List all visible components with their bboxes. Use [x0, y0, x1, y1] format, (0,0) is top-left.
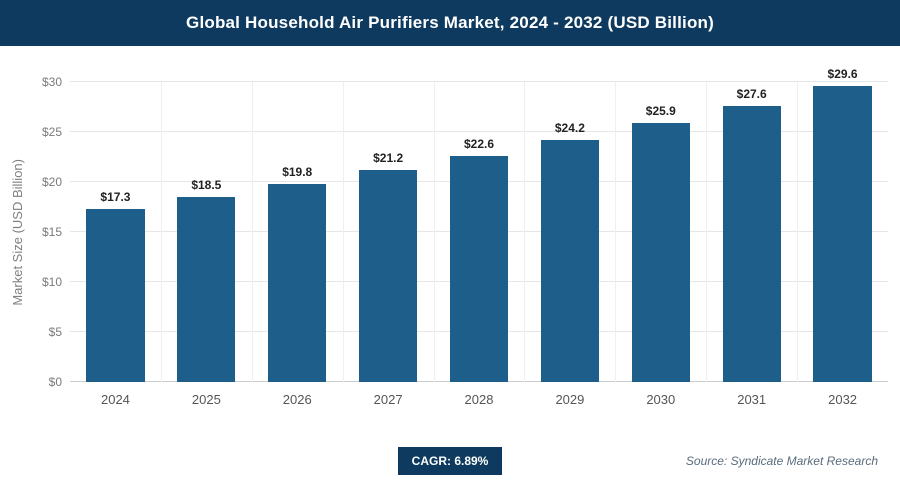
bar-2032: $29.6 — [813, 67, 872, 382]
x-axis-label: 2032 — [828, 392, 858, 407]
bar-2028: $22.6 — [449, 137, 509, 382]
bar-slot: $18.5 — [161, 82, 252, 382]
bar-2024: $17.3 — [86, 190, 145, 382]
x-axis-label: 2027 — [373, 392, 403, 407]
bar-slot: $25.9 — [615, 82, 706, 382]
bar-value-label: $17.3 — [100, 190, 131, 204]
bar-value-label: $22.6 — [463, 137, 495, 151]
y-axis-title: Market Size (USD Billion) — [9, 158, 25, 306]
bar-value-label: $29.6 — [827, 67, 858, 81]
x-axis-label: 2028 — [464, 392, 494, 407]
chart-footer: CAGR: 6.89% Source: Syndicate Market Res… — [0, 447, 900, 475]
chart-title-bar: Global Household Air Purifiers Market, 2… — [0, 0, 900, 46]
chart-area: Market Size (USD Billion) $0 $5 $10 $15 $20 $… — [0, 46, 900, 407]
x-axis: 2024 2025 2026 2027 2028 2029 2030 2031 2032 — [70, 392, 888, 407]
gridline — [70, 131, 888, 132]
bar-slot: $21.2 — [343, 82, 434, 382]
bars-layer: $17.3 $18.5 $19.8 $21.2 $22.6 $24.2 $25.9 $27.6… — [70, 67, 888, 382]
bar-2031: $27.6 — [722, 87, 781, 382]
chart-title: Global Household Air Purifiers Market, 2… — [186, 13, 714, 32]
bar-slot: $27.6 — [706, 82, 797, 382]
y-axis-tick-label: $20 — [41, 175, 62, 190]
bar-slot: $24.2 — [524, 82, 615, 382]
bar-value-label: $19.8 — [282, 165, 313, 179]
x-axis-label: 2024 — [100, 392, 130, 407]
bar-value-label: $21.2 — [373, 151, 404, 165]
x-axis-label: 2025 — [191, 392, 221, 407]
bar-slot: $29.6 — [797, 67, 888, 382]
y-axis-tick-label: $15 — [41, 225, 62, 239]
bar-value-label: $25.9 — [645, 104, 676, 118]
bar-value-label: $24.2 — [554, 121, 585, 135]
bar-2030: $25.9 — [631, 104, 690, 382]
bar-slot: $17.3 — [70, 82, 161, 382]
vertical-gridline — [433, 82, 435, 382]
vertical-gridline — [706, 82, 708, 382]
y-axis: $0 $5 $10 $15 $20 $25 $30 — [28, 75, 70, 389]
vertical-gridline — [251, 82, 253, 382]
y-axis-tick-label: $5 — [48, 325, 62, 340]
bar-value-label: $18.5 — [191, 178, 222, 192]
gridline — [70, 81, 888, 82]
y-axis-tick-label: $10 — [41, 275, 62, 290]
plot-column: $17.3 $18.5 $19.8 $21.2 $22.6 $24.2 $25.9 $27.6… — [70, 67, 888, 407]
x-axis-label: 2031 — [737, 392, 767, 407]
bar-2026: $19.8 — [268, 165, 327, 382]
bar-2025: $18.5 — [177, 178, 236, 382]
vertical-gridline — [160, 82, 162, 382]
x-axis-label: 2030 — [646, 392, 676, 407]
x-axis-label: 2029 — [555, 392, 585, 407]
y-axis-tick-label: $25 — [41, 125, 62, 139]
cagr-badge: CAGR: 6.89% — [397, 447, 503, 475]
plot-area: $17.3 $18.5 $19.8 $21.2 $22.6 $24.2 $25.9 $27.6… — [70, 67, 888, 382]
vertical-gridline — [524, 82, 526, 382]
y-axis-title-column: Market Size (USD Billion) — [6, 82, 28, 382]
y-axis-tick-label: $30 — [41, 75, 62, 89]
source-text: Source: Syndicate Market Research — [685, 454, 878, 468]
vertical-gridline — [797, 82, 799, 382]
bar-2029: $24.2 — [540, 121, 599, 382]
bar-value-label: $27.6 — [736, 87, 767, 101]
y-axis-tick-label: $0 — [48, 375, 62, 389]
bar-slot: $19.8 — [252, 82, 343, 382]
x-axis-label: 2026 — [282, 392, 312, 407]
vertical-gridline — [342, 82, 344, 382]
bar-slot: $22.6 — [434, 82, 525, 382]
bar-2027: $21.2 — [359, 151, 418, 382]
vertical-gridline — [615, 82, 617, 382]
